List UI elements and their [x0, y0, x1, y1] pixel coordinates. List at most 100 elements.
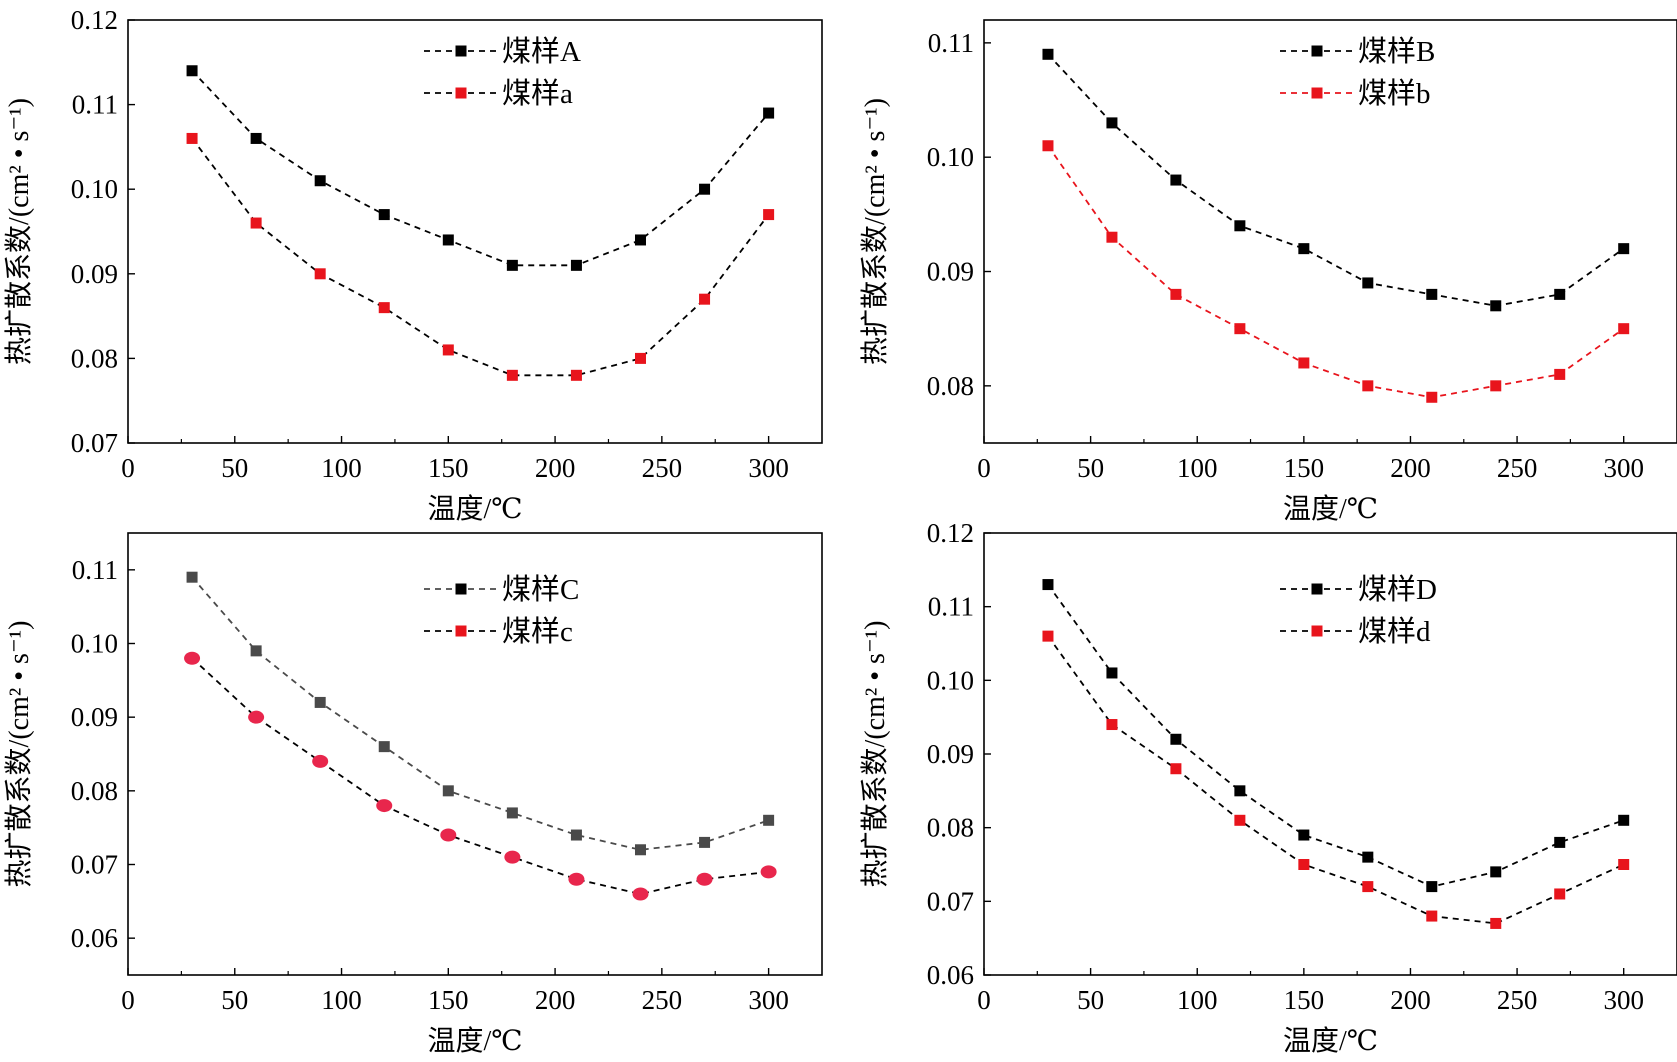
series-line: [191, 576, 769, 851]
legend-marker: [455, 583, 467, 595]
y-tick-label: 0.08: [927, 813, 974, 843]
data-point: [1170, 763, 1182, 775]
y-tick-label: 0.09: [927, 257, 974, 287]
data-point: [1618, 323, 1630, 335]
legend-marker: [1311, 45, 1323, 57]
data-point: [312, 754, 329, 768]
data-point: [314, 268, 326, 280]
y-tick-label: 0.08: [71, 776, 118, 806]
series-line: [1047, 635, 1625, 925]
x-tick-label: 250: [1497, 985, 1538, 1015]
y-tick-label: 0.06: [71, 923, 118, 953]
y-axis-title: 热扩散系数/(cm² • s⁻¹): [859, 98, 891, 365]
data-point: [570, 829, 582, 841]
data-point: [186, 65, 198, 77]
plot-frame: [983, 19, 1677, 444]
x-tick-label: 50: [1077, 985, 1104, 1015]
x-axis-title: 温度/℃: [427, 493, 522, 525]
data-point: [1106, 117, 1118, 129]
y-tick-label: 0.08: [927, 371, 974, 401]
data-point: [186, 132, 198, 144]
data-point: [1170, 288, 1182, 300]
data-point: [1234, 785, 1246, 797]
data-point: [1042, 630, 1054, 642]
data-point: [634, 352, 646, 364]
x-tick-label: 100: [321, 985, 362, 1015]
data-point: [1298, 243, 1310, 255]
data-point: [506, 807, 518, 819]
data-point: [1106, 231, 1118, 243]
data-point: [1170, 733, 1182, 745]
series-2: 煤样b: [1042, 77, 1630, 403]
data-point: [378, 302, 390, 314]
data-point: [1234, 814, 1246, 826]
series-line: [1047, 584, 1624, 888]
x-tick-label: 150: [1284, 453, 1325, 483]
chart-panel-2: 0 50 100 150 200 250 300 0.08 0.09 0.10 0.11 温度/℃ 热扩…: [859, 19, 1677, 525]
legend-label: 煤样C: [502, 573, 579, 606]
data-point: [1362, 380, 1374, 392]
data-point: [378, 741, 390, 753]
y-tick-label: 0.09: [71, 702, 118, 732]
series-line: [1047, 53, 1625, 307]
plot-frame: [983, 532, 1677, 976]
data-point: [696, 872, 713, 886]
data-point: [1618, 859, 1630, 870]
data-point: [442, 234, 454, 246]
legend-marker: [455, 45, 467, 57]
legend-label: 煤样c: [502, 615, 573, 648]
legend-label: 煤样a: [502, 77, 573, 110]
data-point: [1554, 288, 1566, 300]
y-tick-label: 0.10: [71, 629, 118, 659]
y-axis-title: 热扩散系数/(cm² • s⁻¹): [3, 98, 35, 365]
legend-label: 煤样b: [1358, 77, 1431, 110]
data-point: [442, 344, 454, 356]
data-point: [504, 850, 521, 864]
data-point: [1042, 579, 1054, 591]
legend-label: 煤样A: [502, 35, 581, 68]
data-point: [699, 293, 711, 305]
x-tick-label: 300: [748, 985, 789, 1015]
y-tick-label: 0.12: [927, 518, 974, 548]
chart-panel-1: 0 50 100 150 200 250 300 0.07 0.08 0.09 0.10 0.11 0.…: [3, 5, 823, 525]
legend-marker: [1311, 625, 1323, 637]
y-tick-label: 0.08: [71, 343, 118, 373]
x-tick-label: 200: [1390, 453, 1431, 483]
x-tick-label: 300: [1603, 985, 1644, 1015]
data-point: [570, 369, 582, 381]
plot-frame: [127, 532, 823, 976]
data-point: [632, 887, 649, 901]
legend-marker: [455, 87, 467, 99]
data-point: [440, 828, 457, 842]
x-tick-label: 50: [1077, 453, 1104, 483]
y-tick-label: 0.11: [72, 90, 118, 120]
x-axis-title: 温度/℃: [1283, 1025, 1378, 1057]
data-point: [442, 785, 454, 797]
data-point: [699, 183, 711, 195]
data-point: [376, 799, 393, 813]
series-1: 煤样C: [186, 571, 775, 856]
y-axis-title: 热扩散系数/(cm² • s⁻¹): [859, 621, 891, 888]
x-tick-label: 150: [428, 985, 469, 1015]
x-tick-label: 50: [221, 453, 248, 483]
data-point: [634, 844, 646, 856]
data-point: [248, 710, 265, 724]
x-tick-label: 100: [1177, 985, 1218, 1015]
y-tick-label: 0.11: [72, 555, 118, 585]
data-point: [1490, 866, 1502, 878]
series-line: [191, 70, 770, 267]
x-tick-label: 200: [1390, 985, 1431, 1015]
data-point: [378, 209, 390, 221]
x-tick-label: 300: [748, 453, 789, 483]
data-point: [1426, 288, 1438, 300]
y-tick-label: 0.06: [927, 960, 974, 990]
data-point: [568, 872, 585, 886]
x-axis-title: 温度/℃: [1283, 493, 1378, 525]
data-point: [506, 259, 518, 271]
data-point: [760, 865, 777, 879]
x-tick-label: 300: [1603, 453, 1644, 483]
legend-label: 煤样B: [1358, 35, 1435, 68]
x-tick-label: 250: [642, 453, 683, 483]
series-2: 煤样a: [186, 77, 775, 381]
y-tick-label: 0.07: [71, 850, 118, 880]
